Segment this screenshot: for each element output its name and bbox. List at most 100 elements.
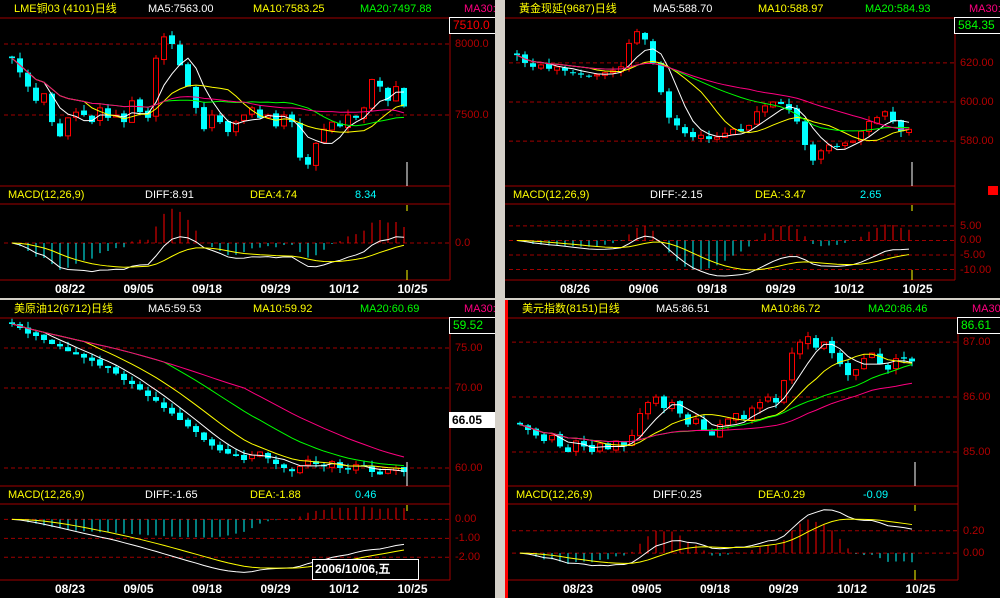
candle-down xyxy=(273,459,279,464)
candle-down xyxy=(65,347,71,352)
candle-up xyxy=(41,93,47,103)
candle-down xyxy=(49,93,55,123)
candle-up xyxy=(257,451,263,457)
candle-up xyxy=(645,402,651,415)
candle-up xyxy=(882,111,888,117)
candle-down xyxy=(898,120,904,132)
candle-up xyxy=(765,396,771,402)
ma30-line xyxy=(516,54,910,130)
date-axis-label: 10/12 xyxy=(328,582,360,596)
date-axis-label: 08/26 xyxy=(559,282,591,296)
candle-down xyxy=(97,359,103,366)
candle-down xyxy=(377,471,383,475)
candle-down xyxy=(877,353,883,365)
candle-up xyxy=(73,111,79,118)
date-axis-label: 09/05 xyxy=(123,282,154,296)
candle-down xyxy=(81,110,87,115)
candle-down xyxy=(33,332,39,336)
ma30-line xyxy=(519,382,913,443)
macd-dea-value: DEA:4.74 xyxy=(250,189,298,201)
price-tick-label: 620.00 xyxy=(960,56,994,69)
candle-down xyxy=(813,338,819,348)
macd-diff-value: DIFF:0.25 xyxy=(653,489,702,501)
candle-down xyxy=(9,56,15,59)
ma20-value: MA20:7497.88 xyxy=(360,3,432,15)
candle-down xyxy=(337,123,343,127)
candle-down xyxy=(353,115,359,118)
candle-down xyxy=(738,128,744,132)
date-axis-label: 09/29 xyxy=(260,282,291,296)
ma20-value: MA20:584.93 xyxy=(865,3,931,15)
price-tick-label: 87.00 xyxy=(963,336,991,349)
chart-title: 黃金现延(9687)日线 xyxy=(519,3,617,15)
candle-down xyxy=(57,123,63,137)
candle-up xyxy=(749,407,755,421)
candle-down xyxy=(541,434,547,441)
candle-up xyxy=(594,74,600,77)
price-tick-label: 70.00 xyxy=(455,382,483,394)
candle-up xyxy=(97,107,103,121)
candle-up xyxy=(329,121,335,131)
macd-diff-line xyxy=(516,235,910,277)
candle-down xyxy=(137,99,143,113)
macd-value: 0.46 xyxy=(355,489,377,501)
candle-down xyxy=(289,469,295,472)
candle-down xyxy=(890,111,896,122)
macd-dea-value: DEA:0.29 xyxy=(758,489,806,501)
ma30-line xyxy=(11,323,405,458)
candle-down xyxy=(177,412,183,420)
candle-down xyxy=(233,454,239,456)
candle-up xyxy=(797,341,803,355)
ma10-value: MA10:59.92 xyxy=(253,303,313,315)
candle-down xyxy=(709,431,715,436)
chart-panel-crude-oil[interactable]: 75.00 70.00 60.00 0.00 -1.00 -2.00 美原油12(6712)… xyxy=(0,300,495,598)
macd-diff-value: DIFF:-1.65 xyxy=(145,489,198,501)
candle-down xyxy=(145,390,151,396)
candle-down xyxy=(401,467,407,472)
candle-up xyxy=(730,128,736,135)
macd-diff-line xyxy=(519,509,913,567)
candle-up xyxy=(613,440,619,451)
macd-tick-label: -5.00 xyxy=(960,249,986,261)
candle-up xyxy=(249,454,255,460)
chart-canvas xyxy=(0,17,495,281)
candle-down xyxy=(73,352,79,355)
macd-tick-label: 0.0 xyxy=(455,237,471,249)
ma5-line xyxy=(11,323,405,472)
chart-panel-lme-copper[interactable]: 8000.0 7500.0 0.0 LME铜03 (4101)日线 MA5:7563.0… xyxy=(0,0,495,298)
candle-up xyxy=(305,459,311,466)
macd-tick-label: 0.00 xyxy=(455,513,477,526)
candle-down xyxy=(845,363,851,376)
current-price-box: 584.35 xyxy=(954,17,1000,34)
candle-down xyxy=(514,53,520,56)
candle-down xyxy=(161,402,167,408)
candle-up xyxy=(313,142,319,166)
candle-down xyxy=(570,72,576,74)
date-axis-label: 09/18 xyxy=(696,282,728,296)
candle-up xyxy=(842,142,848,146)
candle-down xyxy=(225,449,231,454)
chart-canvas xyxy=(0,317,495,581)
chart-panel-gold[interactable]: 620.00 600.00 580.00 5.00 0.00 -5.00 -10.00 黃金现… xyxy=(505,0,1000,298)
chart-panel-dollar-index[interactable]: 87.00 86.00 85.00 0.20 0.00 美元指数(8151)日线 MA5:8… xyxy=(505,300,1000,598)
macd-tick-label: -10.00 xyxy=(960,263,992,276)
candle-down xyxy=(666,91,672,118)
candle-up xyxy=(805,336,811,345)
macd-value: -0.09 xyxy=(863,489,889,501)
candle-down xyxy=(177,44,183,66)
candle-down xyxy=(193,426,199,432)
candle-down xyxy=(89,115,95,123)
candle-up xyxy=(65,117,71,137)
macd-tick-label: 0.00 xyxy=(963,547,985,560)
chart-title: 美元指数(8151)日线 xyxy=(522,303,620,315)
candle-down xyxy=(241,454,247,460)
candle-up xyxy=(893,358,899,370)
candle-up xyxy=(281,114,287,127)
macd-dea-line xyxy=(516,239,910,271)
macd-diff-line xyxy=(11,518,405,573)
candle-down xyxy=(305,157,311,165)
candle-down xyxy=(369,466,375,472)
candle-up xyxy=(385,469,391,474)
macd-diff-value: DIFF:8.91 xyxy=(145,189,194,201)
date-axis-label: 09/18 xyxy=(191,582,223,596)
